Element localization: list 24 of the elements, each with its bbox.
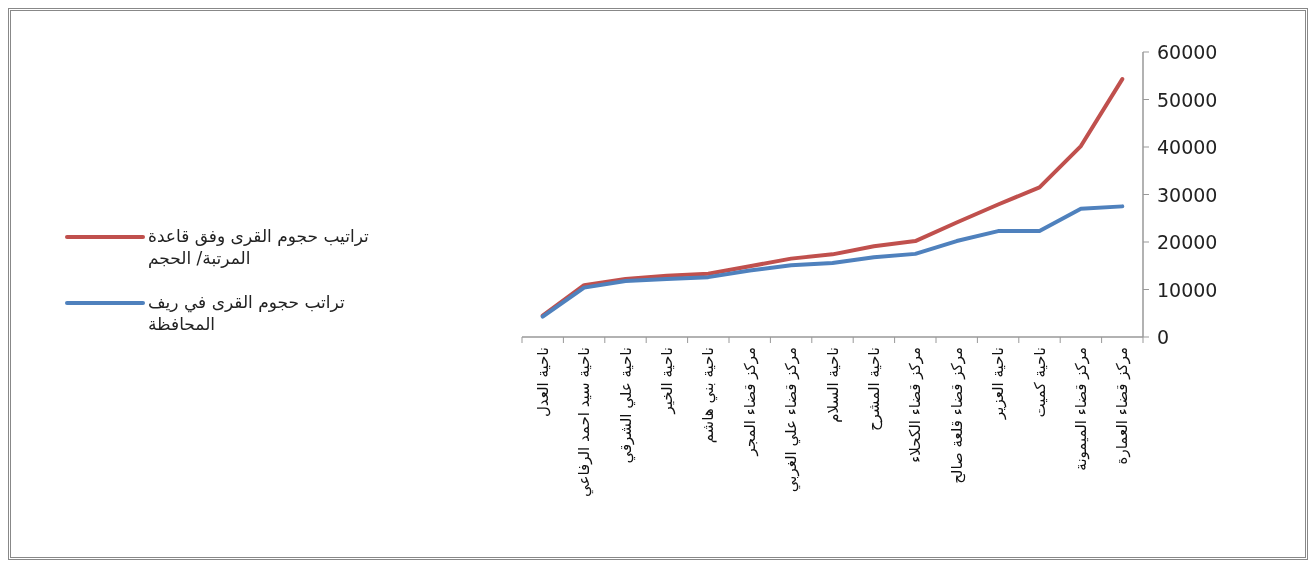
x-tick-label: مركز قضاء الميمونة — [1071, 347, 1090, 471]
x-tick-label: مركز قضاء العمارة — [1113, 347, 1132, 465]
legend-label: تراتب حجوم القرى في ريف المحافظة — [148, 291, 346, 335]
y-tick-label: 50000 — [1157, 88, 1218, 111]
x-tick-label: ناحية السلام — [823, 347, 842, 423]
x-tick-label: ناحية العدل — [533, 347, 552, 418]
y-tick-label: 30000 — [1157, 183, 1218, 206]
x-tick-label: ناحية العزير — [989, 347, 1008, 421]
x-tick-label: ناحية سيد احمد الرفاعي — [575, 347, 595, 498]
y-tick-label: 20000 — [1157, 231, 1218, 253]
x-tick-label: ناحية بني هاشم — [699, 347, 719, 444]
y-tick-label: 10000 — [1157, 278, 1218, 301]
x-tick-label: ناحية المشرح — [864, 347, 883, 432]
legend-label: تراتيب حجوم القرى وفق قاعدة المرتبة/ الحجم — [148, 225, 370, 269]
x-tick-label: ناحية علي الشرقي — [616, 347, 636, 464]
x-tick-label: ناحية كميت — [1030, 347, 1049, 418]
y-tick-label: 40000 — [1157, 136, 1218, 158]
x-tick-label: ناحية الخير — [657, 347, 676, 415]
x-tick-label: مركز قضاء الكحلاء — [906, 347, 925, 463]
y-tick-label: 60000 — [1157, 41, 1218, 63]
y-tick-label: 0 — [1157, 326, 1170, 348]
x-tick-label: مركز قضاء قلعة صالح — [947, 347, 966, 484]
x-tick-label: مركز قضاء علي الغربي — [782, 347, 802, 493]
x-tick-label: مركز قضاء المجر — [740, 347, 759, 457]
